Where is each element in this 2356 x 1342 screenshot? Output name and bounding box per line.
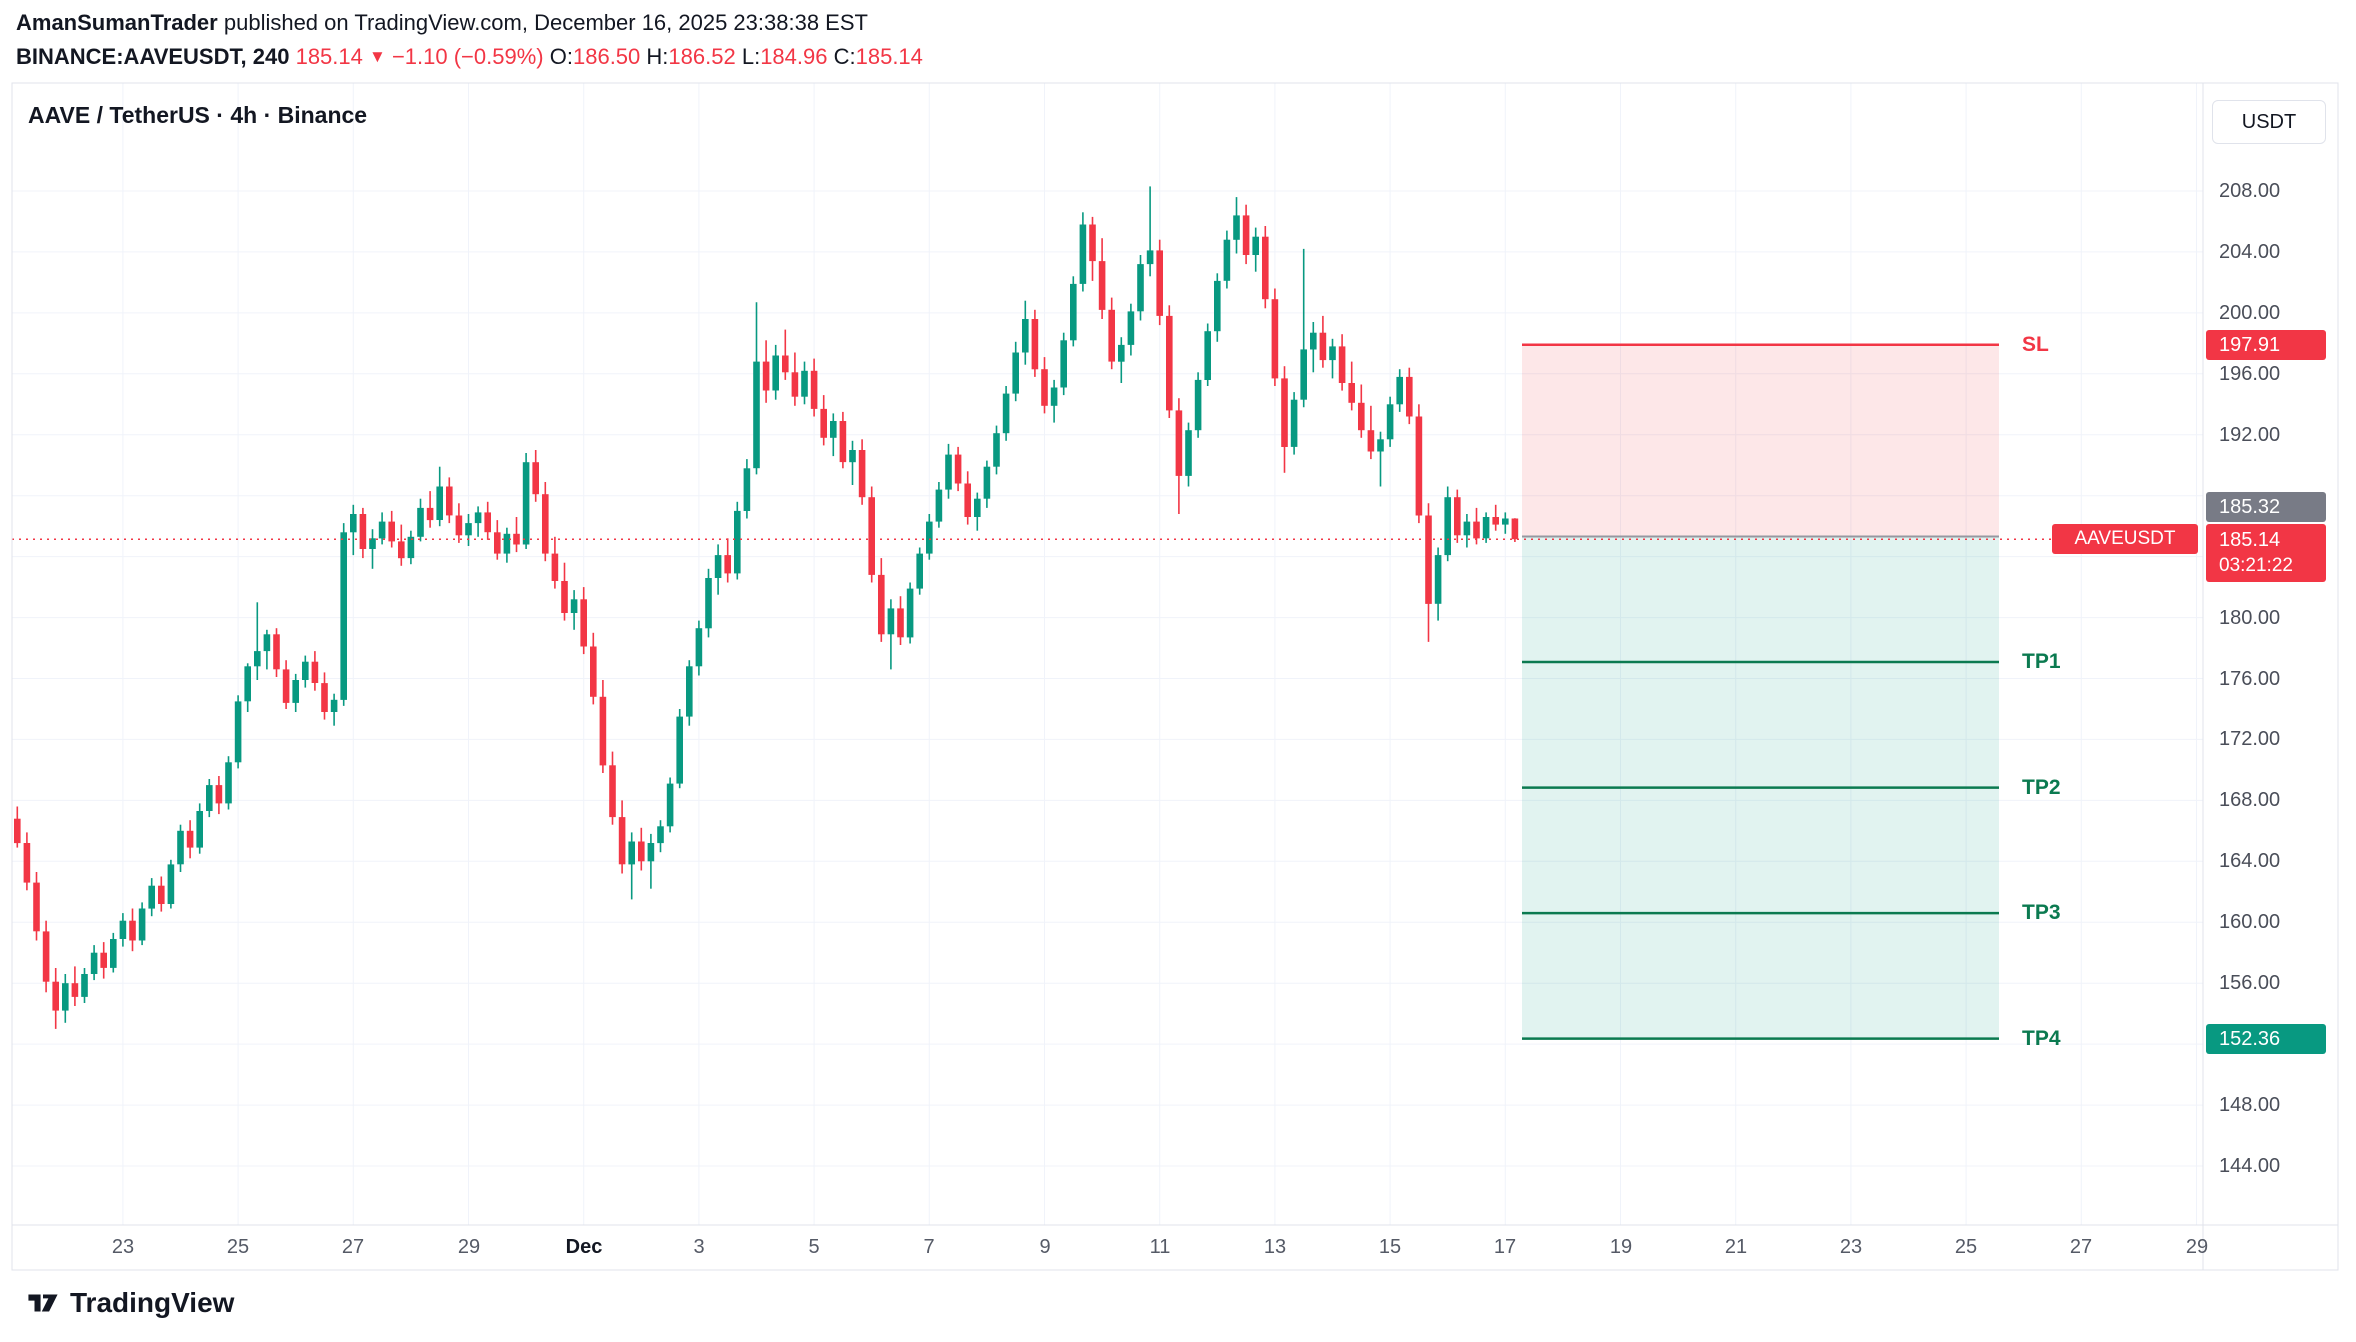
price-change: −1.10 (−0.59%) [391,44,544,69]
high-value: 186.52 [668,44,736,69]
last-price-badge: 185.14 03:21:22 [2206,524,2326,582]
publish-info: published on TradingView.com, December 1… [223,10,868,35]
low-value: 184.96 [760,44,828,69]
take-profit-2-label: TP2 [2022,776,2061,799]
publish-header: AmanSumanTrader published on TradingView… [16,8,868,38]
take-profit-1-label: TP1 [2022,650,2061,673]
close-value: 185.14 [855,44,923,69]
bar-countdown: 03:21:22 [2219,555,2293,576]
candles-series [14,186,1519,1029]
interval-value: 240 [252,44,290,69]
author-name: AmanSumanTrader [16,10,218,35]
stop-loss-price-badge: 197.91 [2206,330,2326,360]
chart-borders [11,82,2339,1271]
take-profit-4-label: TP4 [2022,1027,2061,1050]
take-profit-price-badge: 152.36 [2206,1024,2326,1054]
close-label: C: [833,44,856,69]
open-label: O: [549,44,573,69]
symbol-info-bar: BINANCE:AAVEUSDT, 240 185.14 ▼ −1.10 (−0… [16,42,923,74]
tradingview-logo-icon [28,1294,58,1312]
high-label: H: [646,44,669,69]
symbol-name: BINANCE:AAVEUSDT, [16,44,247,69]
grid [12,83,2203,1225]
tradingview-logo-text: TradingView [70,1287,235,1318]
low-label: L: [741,44,761,69]
currency-toggle-button[interactable]: USDT [2212,100,2326,144]
take-profit-3-label: TP3 [2022,901,2061,924]
trade-zones[interactable] [1522,344,1999,1039]
stop-loss-label: SL [2022,333,2049,356]
last-price: 185.14 [295,44,363,69]
tradingview-logo[interactable]: TradingView [26,1286,234,1320]
down-arrow-icon: ▼ [369,47,386,66]
trade-tool-lines[interactable] [1522,343,1999,1040]
chart-title: AAVE / TetherUS · 4h · Binance [28,102,368,128]
last-price-value: 185.14 [2219,529,2281,551]
open-value: 186.50 [572,44,641,69]
symbol-price-tag: AAVEUSDT [2052,524,2198,554]
entry-price-badge: 185.32 [2206,492,2326,522]
